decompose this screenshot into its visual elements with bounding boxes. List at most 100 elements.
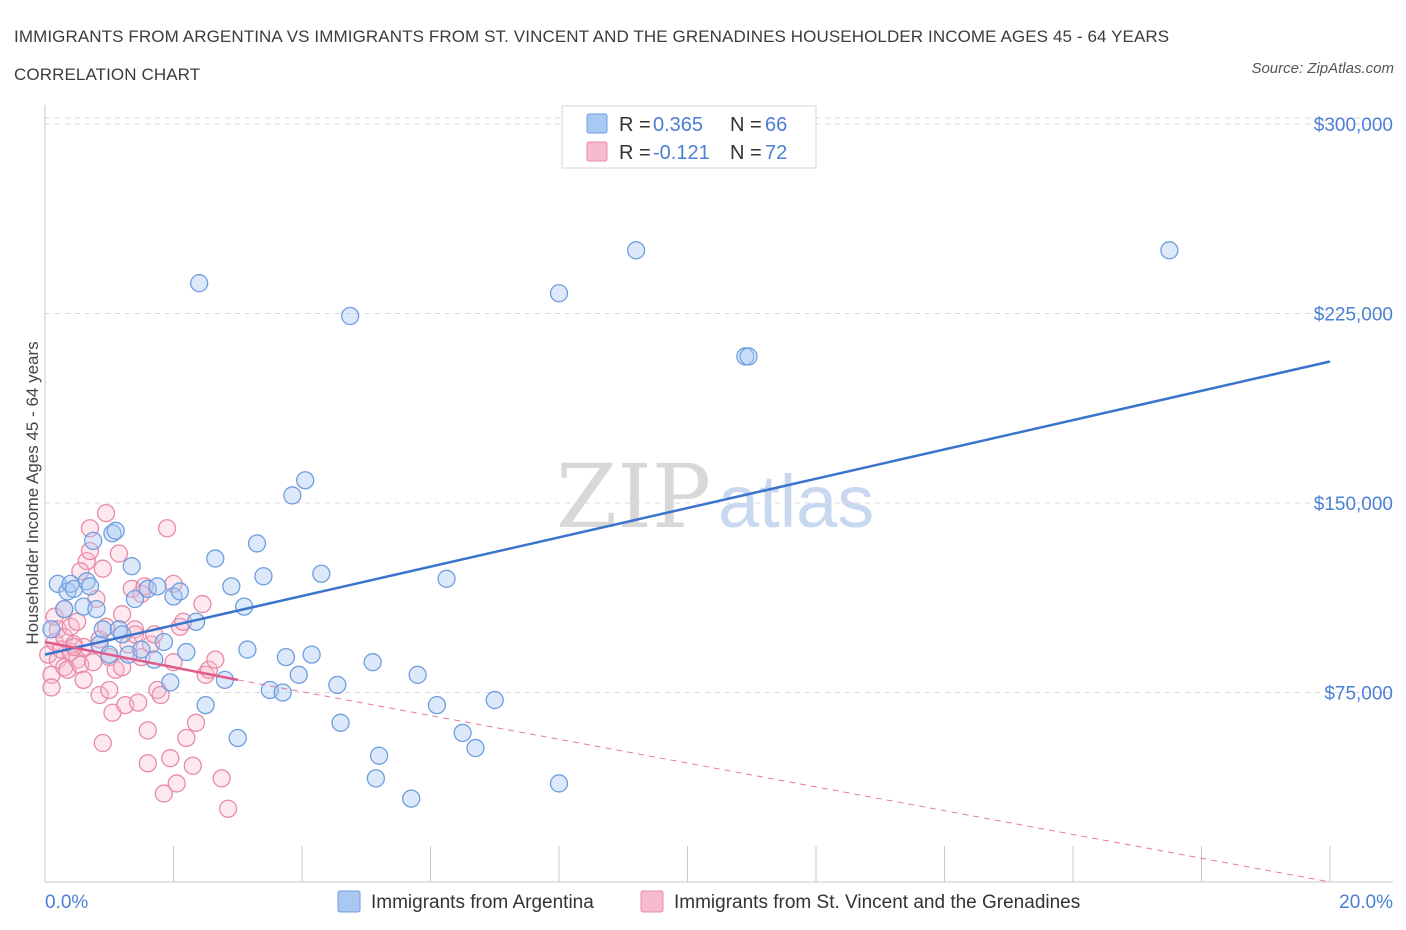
point-st-vincent-31: [109, 544, 129, 563]
stats-box: R = 0.365 N = 66 R = -0.121 N = 72: [561, 105, 817, 169]
point-argentina-26: [161, 673, 180, 692]
point-st-vincent-56: [193, 594, 212, 614]
point-argentina-57: [427, 695, 447, 715]
point-argentina-45: [289, 665, 308, 684]
point-argentina-9: [84, 531, 103, 551]
point-argentina-58: [437, 569, 456, 588]
point-argentina-44: [283, 486, 302, 505]
point-st-vincent-40: [135, 577, 154, 596]
point-st-vincent-53: [177, 728, 196, 748]
point-argentina-38: [238, 640, 257, 659]
y-tick-labels: $75,000 $150,000 $225,000 $300,000: [1314, 115, 1393, 705]
point-argentina-12: [93, 620, 112, 639]
x-tick-label-0: 0.0%: [45, 892, 88, 913]
legend-label-st-vincent: Immigrants from St. Vincent and the Gren…: [674, 892, 1080, 913]
point-argentina-34: [215, 670, 235, 690]
point-argentina-21: [132, 640, 151, 659]
point-argentina-55: [402, 789, 421, 808]
point-argentina-49: [328, 675, 347, 695]
stat-swatch-st-vincent: [586, 141, 608, 162]
point-st-vincent-61: [218, 799, 238, 818]
stat-n-value-1: 66: [765, 114, 787, 136]
point-argentina-62: [549, 774, 569, 793]
point-st-vincent-47: [157, 519, 177, 538]
point-argentina-28: [170, 582, 190, 601]
point-argentina-0: [42, 620, 61, 639]
legend: Immigrants from Argentina Immigrants fro…: [337, 890, 1080, 913]
point-st-vincent-48: [161, 749, 180, 768]
trend-line-argentina: [44, 360, 1331, 656]
point-st-vincent-46: [154, 784, 174, 803]
point-argentina-48: [312, 564, 331, 583]
point-st-vincent-23: [90, 685, 109, 705]
point-st-vincent-54: [183, 756, 202, 775]
point-st-vincent-65: [80, 541, 100, 561]
watermark-zip: ZIP: [556, 445, 711, 548]
x-tick-label-1: 20.0%: [1339, 892, 1393, 913]
point-argentina-60: [466, 738, 485, 758]
point-st-vincent-69: [138, 754, 157, 773]
y-axis-label: Householder Income Ages 45 - 64 years: [23, 341, 42, 644]
stat-n-label-2: N =: [730, 142, 762, 164]
legend-swatch-st-vincent: [640, 890, 664, 913]
point-argentina-56: [408, 665, 427, 684]
point-st-vincent-24: [93, 733, 112, 753]
x-tick-labels: 0.0% 20.0%: [45, 892, 1393, 913]
watermark-atlas: atlas: [718, 460, 874, 543]
legend-swatch-argentina: [337, 890, 361, 913]
point-argentina-40: [254, 567, 273, 586]
point-argentina-64: [626, 241, 646, 260]
y-tick-label-2: $225,000: [1314, 305, 1393, 326]
point-st-vincent-20: [84, 653, 103, 672]
point-argentina-25: [154, 632, 174, 652]
point-argentina-51: [341, 306, 360, 326]
chart-title: IMMIGRANTS FROM ARGENTINA VS IMMIGRANTS …: [14, 27, 1170, 84]
point-argentina-50: [331, 713, 350, 732]
point-argentina-43: [276, 647, 296, 667]
point-argentina-53: [366, 769, 386, 788]
point-argentina-46: [296, 471, 315, 490]
stat-n-value-2: 72: [765, 142, 787, 164]
point-st-vincent-45: [151, 685, 170, 705]
point-st-vincent-55: [186, 713, 206, 732]
stat-swatch-argentina: [586, 113, 608, 134]
point-argentina-29: [177, 642, 196, 662]
point-st-vincent-50: [167, 774, 186, 793]
point-argentina-19: [122, 557, 141, 576]
point-argentina-52: [363, 653, 382, 672]
point-argentina-8: [80, 577, 100, 596]
watermark: ZIP atlas: [556, 445, 874, 548]
point-argentina-39: [247, 534, 267, 553]
point-st-vincent-64: [71, 562, 90, 581]
point-st-vincent-41: [138, 721, 157, 740]
point-argentina-31: [190, 274, 209, 293]
stat-n-label-1: N =: [730, 114, 762, 136]
point-st-vincent-59: [206, 650, 225, 669]
source-label: Source: ZipAtlas.com: [1251, 60, 1394, 77]
stat-r-value-2: -0.121: [653, 142, 710, 164]
point-argentina-20: [125, 589, 145, 609]
y-tick-label-0: $75,000: [1324, 684, 1393, 705]
point-argentina-63: [549, 284, 569, 303]
point-argentina-54: [369, 746, 389, 765]
point-argentina-67: [1160, 241, 1179, 260]
point-st-vincent-17: [74, 670, 93, 690]
trend-lines: [44, 360, 1331, 883]
point-st-vincent-32: [112, 605, 132, 624]
point-argentina-24: [148, 577, 167, 596]
point-st-vincent-28: [100, 680, 119, 700]
point-argentina-33: [206, 549, 225, 568]
point-argentina-2: [55, 599, 74, 619]
point-st-vincent-62: [42, 678, 61, 697]
point-argentina-59: [453, 723, 472, 743]
y-tick-label-3: $300,000: [1314, 115, 1393, 136]
legend-label-argentina: Immigrants from Argentina: [371, 892, 594, 913]
point-argentina-14: [103, 524, 122, 543]
point-argentina-42: [273, 683, 292, 702]
point-argentina-36: [228, 728, 247, 748]
point-st-vincent-18: [77, 551, 96, 571]
point-argentina-15: [106, 521, 125, 540]
point-argentina-66: [739, 347, 758, 366]
point-st-vincent-25: [93, 559, 112, 578]
